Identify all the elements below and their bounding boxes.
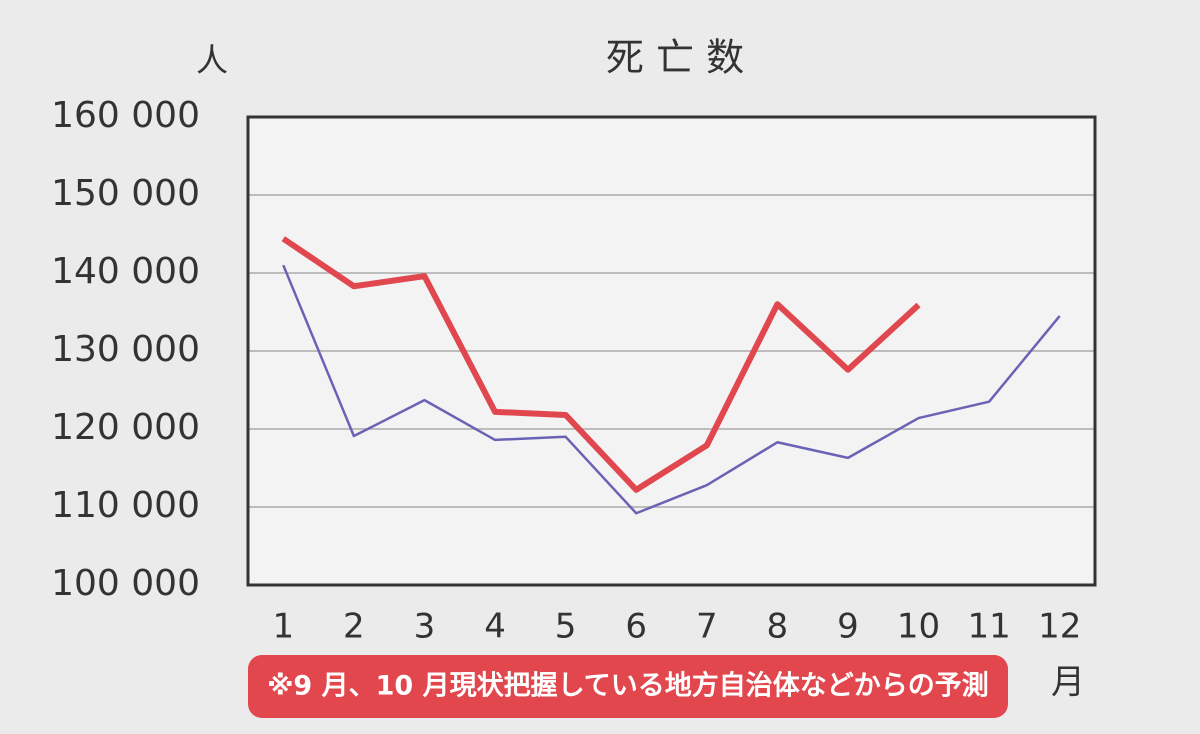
- y-tick-label: 160 000: [51, 95, 200, 136]
- series-line: [281, 236, 921, 493]
- x-tick-label: 1: [272, 607, 294, 647]
- x-tick-label: 8: [767, 607, 789, 647]
- x-tick-label: 12: [1038, 607, 1081, 647]
- x-tick-label: 7: [696, 607, 718, 647]
- y-unit-label: 人: [196, 41, 228, 79]
- x-tick-label: 4: [484, 607, 506, 647]
- x-tick-label: 3: [414, 607, 436, 647]
- y-tick-label: 150 000: [51, 173, 200, 214]
- x-tick-label: 6: [625, 607, 647, 647]
- x-unit-label: 月: [1051, 663, 1085, 703]
- chart-title: 死 亡 数: [606, 36, 744, 80]
- y-tick-label: 120 000: [51, 407, 200, 448]
- annotation-box: [248, 655, 1008, 718]
- x-tick-label: 10: [897, 607, 940, 647]
- y-tick-label: 140 000: [51, 251, 200, 292]
- x-tick-label: 2: [343, 607, 365, 647]
- y-tick-label: 110 000: [51, 485, 200, 526]
- x-tick-label: 5: [555, 607, 577, 647]
- series-line: [282, 264, 1061, 515]
- x-tick-label: 9: [837, 607, 859, 647]
- x-tick-label: 11: [967, 607, 1010, 647]
- plot-frame: [246, 115, 1097, 587]
- y-tick-label: 130 000: [51, 329, 200, 370]
- annotation: ※9 月、10 月現状把握している地方自治体などからの予測: [267, 670, 989, 702]
- y-tick-label: 100 000: [51, 563, 200, 604]
